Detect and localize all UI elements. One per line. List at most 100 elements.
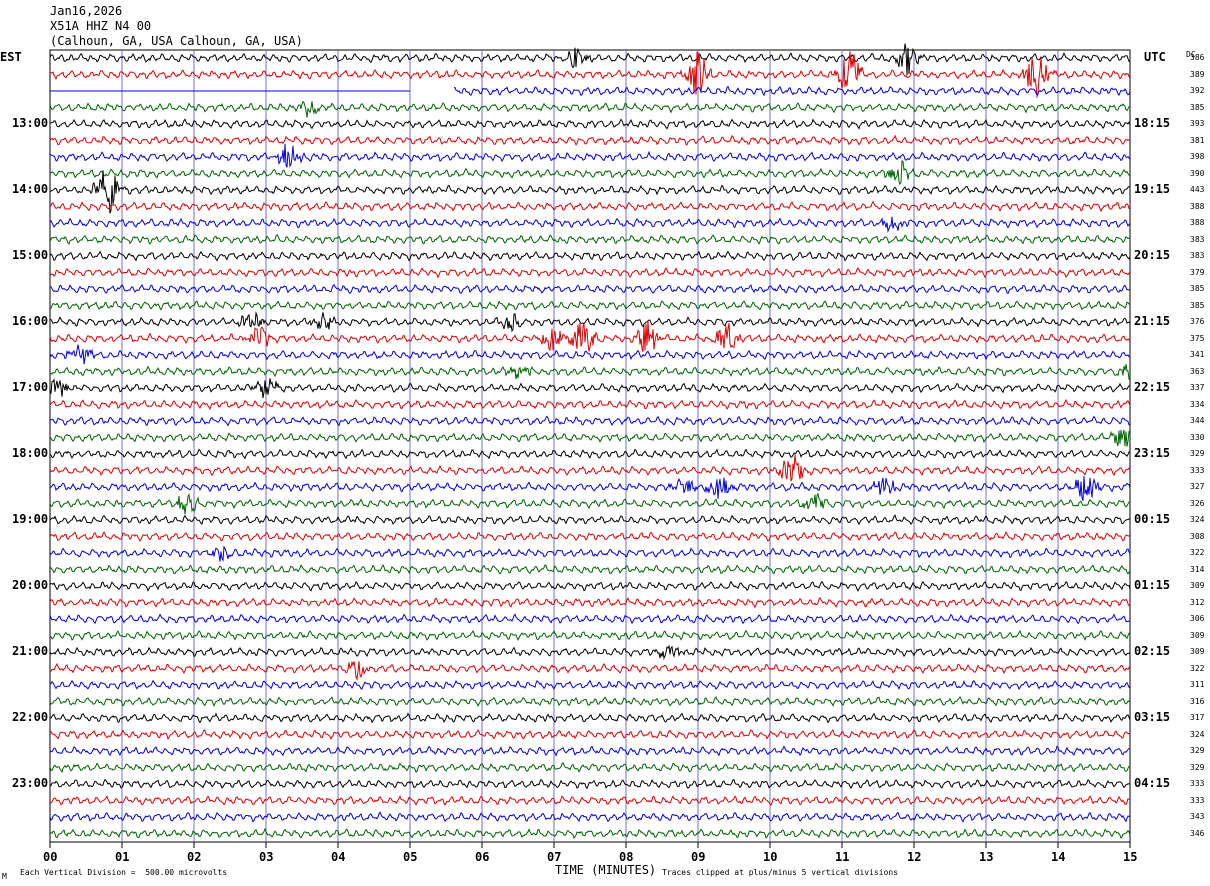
dc-value: 333: [1190, 795, 1205, 805]
trace-row-43: [49, 762, 1131, 774]
trace-row-21: [49, 398, 1131, 411]
trace-row-24: [49, 448, 1131, 460]
dc-value: 326: [1190, 498, 1205, 508]
dc-value: 392: [1190, 86, 1205, 95]
right-hour-label: 01:15: [1134, 578, 1171, 592]
seismic-traces: [49, 43, 1131, 840]
dc-value: 314: [1190, 564, 1205, 574]
dc-value: 385: [1190, 284, 1205, 293]
dc-value: 393: [1190, 119, 1205, 128]
right-hour-label: 19:15: [1134, 182, 1171, 196]
dc-value: 309: [1190, 581, 1205, 590]
time-grid: [49, 49, 1131, 843]
corner-logo-icon: M: [2, 872, 7, 881]
dc-value: 386: [1190, 53, 1205, 62]
trace-row-44: [49, 778, 1131, 790]
left-hour-label: 17:00: [12, 380, 49, 394]
dc-value: 383: [1190, 234, 1205, 244]
x-tick-label: 14: [1051, 850, 1066, 864]
dc-value: 309: [1190, 630, 1205, 640]
header-location: (Calhoun, GA, USA Calhoun, GA, USA): [50, 34, 303, 48]
trace-row-27: [49, 492, 1131, 515]
dc-value: 390: [1190, 168, 1205, 178]
trace-row-22: [49, 415, 1131, 427]
left-hour-label: 16:00: [12, 314, 49, 328]
trace-row-23: [49, 429, 1130, 447]
x-tick-label: 12: [907, 850, 922, 864]
dc-value: 383: [1190, 251, 1205, 260]
trace-row-15: [49, 300, 1131, 311]
dc-value: 388: [1190, 201, 1205, 211]
left-hour-label: 21:00: [12, 644, 49, 658]
dc-value: 317: [1190, 713, 1205, 722]
clip-note: Traces clipped at plus/minus 5 vertical …: [662, 868, 899, 877]
left-hour-label: 15:00: [12, 248, 49, 262]
trace-row-46: [49, 811, 1131, 823]
time-axis: [49, 842, 1131, 848]
dc-value: 385: [1190, 300, 1205, 310]
trace-row-13: [49, 267, 1131, 279]
trace-row-7: [49, 160, 1131, 186]
dc-value: 443: [1190, 185, 1205, 194]
dc-value: 316: [1190, 696, 1205, 706]
trace-row-40: [49, 712, 1131, 724]
trace-row-38: [49, 679, 1131, 690]
x-tick-label: 10: [763, 850, 778, 864]
dc-value: 329: [1190, 746, 1205, 755]
left-hour-label: 22:00: [12, 710, 49, 724]
trace-row-6: [49, 143, 1131, 168]
dc-value: 343: [1190, 812, 1205, 821]
dc-value: 327: [1190, 482, 1205, 491]
right-hour-label: 00:15: [1134, 512, 1171, 526]
dc-value: 322: [1190, 548, 1205, 557]
x-tick-label: 11: [835, 850, 850, 864]
x-tick-label: 03: [259, 850, 274, 864]
dc-value: 341: [1190, 350, 1205, 359]
dc-value: 309: [1190, 647, 1205, 656]
x-tick-label: 07: [547, 850, 562, 864]
right-hour-label: 04:15: [1134, 776, 1171, 790]
dc-value: 306: [1190, 614, 1205, 623]
trace-row-29: [49, 530, 1131, 542]
trace-row-28: [49, 514, 1131, 526]
dc-value: 385: [1190, 102, 1205, 112]
dc-header-label: DC: [1186, 50, 1196, 59]
dc-value: 363: [1190, 366, 1205, 376]
trace-row-47: [49, 827, 1131, 840]
trace-row-25: [49, 454, 1131, 482]
dc-value: 322: [1190, 663, 1205, 673]
right-hour-label: 22:15: [1134, 380, 1171, 394]
dc-value: 375: [1190, 333, 1205, 343]
trace-row-18: [49, 344, 1131, 365]
trace-row-37: [49, 660, 1131, 681]
x-tick-label: 08: [619, 850, 634, 864]
scale-note: Each Vertical Division = 500.00 microvol…: [20, 868, 228, 877]
trace-row-3: [49, 100, 1131, 118]
dc-value: 308: [1190, 531, 1205, 541]
trace-row-14: [49, 283, 1131, 295]
right-hour-label: 18:15: [1134, 116, 1171, 130]
x-tick-label: 09: [691, 850, 706, 864]
right-hour-label: 20:15: [1134, 248, 1171, 262]
trace-row-41: [49, 728, 1131, 741]
trace-row-20: [49, 378, 1131, 399]
x-tick-label: 05: [403, 850, 418, 864]
trace-row-2: [50, 85, 1131, 97]
left-timezone-label: EST: [0, 50, 22, 64]
trace-row-33: [49, 596, 1131, 609]
dc-value: 312: [1190, 597, 1205, 607]
right-hour-label: 23:15: [1134, 446, 1171, 460]
x-tick-label: 02: [187, 850, 202, 864]
left-hour-label: 13:00: [12, 116, 49, 130]
dc-value: 337: [1190, 383, 1205, 392]
right-hour-label: 02:15: [1134, 644, 1171, 658]
x-tick-label: 01: [115, 850, 130, 864]
dc-value: 344: [1190, 416, 1205, 425]
x-tick-label: 04: [331, 850, 346, 864]
dc-value: 398: [1190, 152, 1205, 161]
dc-value: 333: [1190, 779, 1205, 788]
x-tick-label: 13: [979, 850, 994, 864]
dc-value: 389: [1190, 69, 1205, 79]
left-hour-label: 23:00: [12, 776, 49, 790]
